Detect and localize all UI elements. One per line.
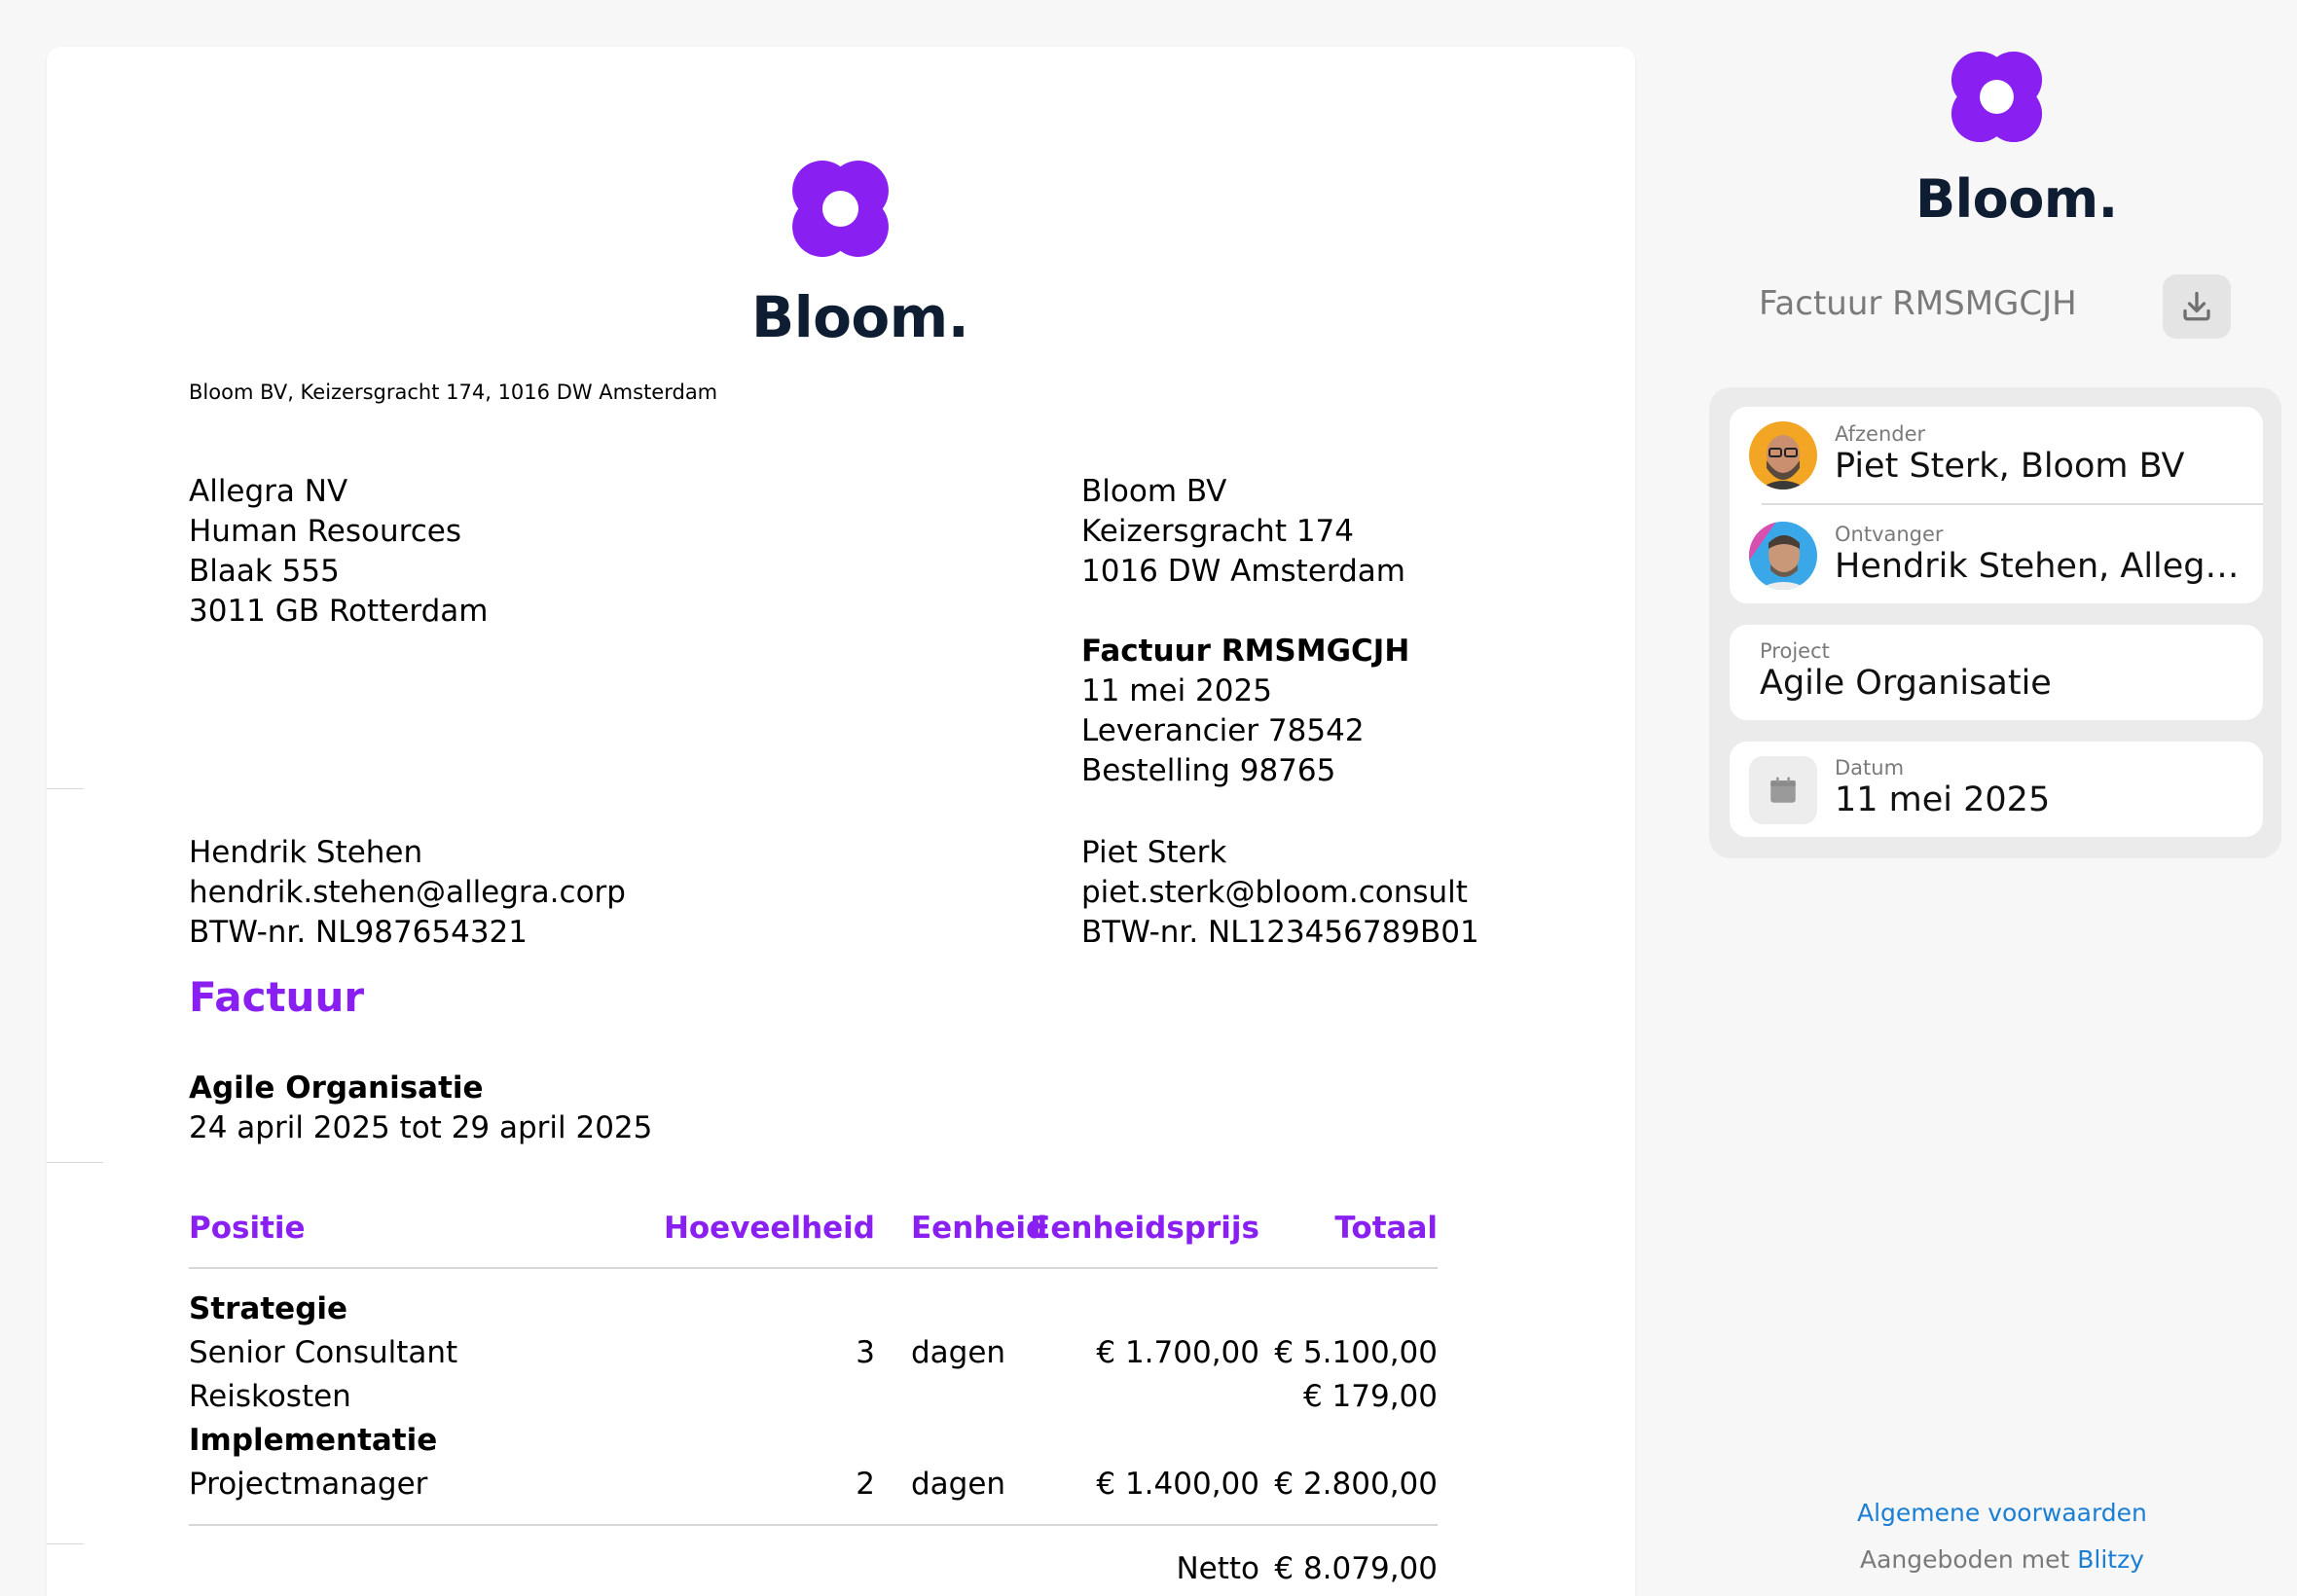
address-line: Keizersgracht 174 bbox=[1081, 514, 1354, 549]
net-value: € 8.079,00 bbox=[1274, 1551, 1438, 1586]
invoice-number: Factuur RMSMGCJH bbox=[1081, 634, 1410, 669]
table-group-row: Implementatie bbox=[189, 1419, 1438, 1463]
contact-email: piet.sterk@bloom.consult bbox=[1081, 875, 1468, 910]
vat-number: BTW-nr. NL987654321 bbox=[189, 915, 529, 950]
column-header-unit: Eenheid bbox=[911, 1211, 1048, 1246]
sidebar-invoice-title: Factuur RMSMGCJH bbox=[1759, 284, 2077, 323]
fold-mark bbox=[47, 1162, 103, 1163]
blitzy-link[interactable]: Blitzy bbox=[2077, 1545, 2144, 1574]
cell-total: € 5.100,00 bbox=[1274, 1335, 1438, 1370]
address-line: Allegra NV bbox=[189, 474, 348, 509]
address-line: Human Resources bbox=[189, 514, 461, 549]
cell-position: Reiskosten bbox=[189, 1379, 351, 1414]
parties-card bbox=[1730, 407, 2263, 603]
invoice-document bbox=[47, 47, 1635, 1596]
table-row: Projectmanager 2 dagen € 1.400,00 € 2.80… bbox=[189, 1463, 1438, 1506]
recipient-value: Hendrik Stehen, Allegra NV bbox=[1835, 547, 2243, 586]
column-header-unit-price: Eenheidsprijs bbox=[1030, 1211, 1259, 1246]
cell-quantity: 2 bbox=[856, 1467, 875, 1502]
address-line: Blaak 555 bbox=[189, 554, 340, 589]
recipient-avatar bbox=[1749, 522, 1817, 590]
bloom-logo-icon bbox=[790, 159, 891, 259]
calendar-icon bbox=[1770, 777, 1796, 803]
cell-unit-price: € 1.700,00 bbox=[1096, 1335, 1259, 1370]
invoice-table-body: Strategie Senior Consultant 3 dagen € 1.… bbox=[189, 1288, 1438, 1511]
project-label: Project bbox=[1760, 639, 1830, 663]
terms-link[interactable]: Algemene voorwaarden bbox=[1857, 1499, 2147, 1527]
calendar-icon-box bbox=[1749, 756, 1817, 824]
offered-by: Aangeboden met Blitzy bbox=[1860, 1545, 2144, 1574]
table-row: Reiskosten € 179,00 bbox=[189, 1375, 1438, 1419]
date-label: Datum bbox=[1835, 756, 1905, 780]
sender-label: Afzender bbox=[1835, 422, 1926, 446]
column-header-total: Totaal bbox=[1334, 1211, 1438, 1246]
fold-mark bbox=[47, 788, 84, 789]
fold-mark bbox=[47, 1543, 84, 1544]
sender-avatar bbox=[1749, 421, 1817, 490]
net-total-row: Netto € 8.079,00 bbox=[189, 1547, 1438, 1591]
cell-total: € 179,00 bbox=[1302, 1379, 1438, 1414]
net-label: Netto bbox=[1176, 1551, 1259, 1586]
sender-value: Piet Sterk, Bloom BV bbox=[1835, 447, 2185, 486]
contact-email: hendrik.stehen@allegra.corp bbox=[189, 875, 626, 910]
download-icon bbox=[2183, 291, 2210, 321]
invoice-net-row: Netto € 8.079,00 bbox=[189, 1547, 1438, 1591]
group-label: Strategie bbox=[189, 1291, 348, 1326]
cell-unit-price: € 1.400,00 bbox=[1096, 1467, 1259, 1502]
project-period: 24 april 2025 tot 29 april 2025 bbox=[189, 1110, 653, 1145]
card-divider bbox=[1762, 503, 2263, 505]
table-row: Senior Consultant 3 dagen € 1.700,00 € 5… bbox=[189, 1331, 1438, 1375]
address-line: 3011 GB Rotterdam bbox=[189, 594, 489, 629]
project-card bbox=[1730, 625, 2263, 720]
download-button[interactable] bbox=[2163, 274, 2231, 339]
invoice-meta: Factuur RMSMGCJH 11 mei 2025 Leverancier… bbox=[1081, 632, 1409, 791]
recipient-address: Allegra NV Human Resources Blaak 555 301… bbox=[189, 472, 488, 632]
invoice-date: 11 mei 2025 bbox=[1081, 673, 1272, 708]
vat-number: BTW-nr. NL123456789B01 bbox=[1081, 915, 1479, 950]
cell-position: Senior Consultant bbox=[189, 1335, 458, 1370]
project-name: Agile Organisatie bbox=[189, 1070, 484, 1106]
order-number: Bestelling 98765 bbox=[1081, 753, 1336, 788]
column-header-quantity: Hoeveelheid bbox=[663, 1211, 875, 1246]
recipient-contact: Hendrik Stehen hendrik.stehen@allegra.co… bbox=[189, 833, 626, 953]
offered-by-prefix: Aangeboden met bbox=[1860, 1545, 2078, 1574]
cell-unit: dagen bbox=[911, 1467, 1006, 1502]
cell-unit: dagen bbox=[911, 1335, 1006, 1370]
cell-position: Projectmanager bbox=[189, 1467, 428, 1502]
cell-quantity: 3 bbox=[856, 1335, 875, 1370]
table-group-row: Strategie bbox=[189, 1288, 1438, 1331]
column-header-position: Positie bbox=[189, 1211, 306, 1246]
date-card bbox=[1730, 742, 2263, 837]
invoice-table-header: Positie Hoeveelheid Eenheid Eenheidsprij… bbox=[189, 1211, 1438, 1269]
group-label: Implementatie bbox=[189, 1423, 438, 1458]
address-line: 1016 DW Amsterdam bbox=[1081, 554, 1405, 589]
address-line: Bloom BV bbox=[1081, 474, 1227, 509]
sender-return-line: Bloom BV, Keizersgracht 174, 1016 DW Ams… bbox=[189, 381, 718, 404]
date-value: 11 mei 2025 bbox=[1835, 780, 2051, 819]
project-value: Agile Organisatie bbox=[1760, 664, 2052, 703]
invoice-heading: Factuur bbox=[189, 973, 365, 1021]
cell-total: € 2.800,00 bbox=[1274, 1467, 1438, 1502]
sender-contact: Piet Sterk piet.sterk@bloom.consult BTW-… bbox=[1081, 833, 1479, 953]
contact-name: Piet Sterk bbox=[1081, 835, 1227, 870]
sender-address: Bloom BV Keizersgracht 174 1016 DW Amste… bbox=[1081, 472, 1405, 592]
brand-name: Bloom. bbox=[751, 284, 969, 350]
contact-name: Hendrik Stehen bbox=[189, 835, 423, 870]
sidebar-brand-name: Bloom. bbox=[1915, 168, 2118, 230]
supplier-number: Leverancier 78542 bbox=[1081, 713, 1365, 748]
table-divider bbox=[189, 1524, 1438, 1526]
bloom-logo-icon bbox=[1950, 50, 2044, 144]
recipient-label: Ontvanger bbox=[1835, 523, 1944, 546]
